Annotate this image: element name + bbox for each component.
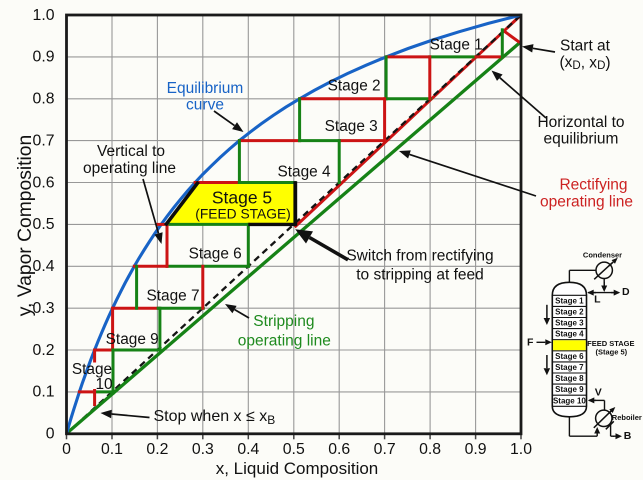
svg-text:Stage 2: Stage 2 <box>328 78 381 95</box>
svg-text:Switch from rectifying: Switch from rectifying <box>346 248 493 265</box>
svg-text:Equilibrium: Equilibrium <box>167 80 244 97</box>
svg-text:0.7: 0.7 <box>374 441 396 458</box>
svg-text:Stage: Stage <box>72 361 112 378</box>
svg-text:Stage 1: Stage 1 <box>430 37 483 54</box>
svg-text:0.2: 0.2 <box>146 441 168 458</box>
svg-text:Start at: Start at <box>560 38 611 55</box>
svg-text:0.8: 0.8 <box>33 91 55 108</box>
svg-text:Vertical to: Vertical to <box>97 143 165 160</box>
svg-text:0: 0 <box>62 441 71 458</box>
svg-text:1.0: 1.0 <box>510 441 532 458</box>
svg-text:0.5: 0.5 <box>283 441 305 458</box>
svg-text:D: D <box>622 286 630 298</box>
svg-text:Stage 4: Stage 4 <box>555 330 584 339</box>
svg-text:Stage 6: Stage 6 <box>189 246 242 263</box>
svg-text:Stop when x ≤ xB: Stop when x ≤ xB <box>154 408 276 427</box>
svg-text:Stage 4: Stage 4 <box>277 164 330 181</box>
svg-text:0.1: 0.1 <box>101 441 123 458</box>
svg-text:V: V <box>595 386 602 398</box>
svg-text:y, Vapor Composition: y, Vapor Composition <box>15 135 36 316</box>
svg-text:Reboiler: Reboiler <box>612 413 642 422</box>
svg-text:operating line: operating line <box>540 194 633 211</box>
svg-text:operating line: operating line <box>83 160 176 177</box>
svg-text:0.2: 0.2 <box>33 342 55 359</box>
svg-text:to stripping at feed: to stripping at feed <box>356 267 484 284</box>
svg-text:0.4: 0.4 <box>33 258 55 275</box>
svg-text:0.9: 0.9 <box>465 441 487 458</box>
svg-text:operating line: operating line <box>238 332 331 349</box>
svg-text:Stripping: Stripping <box>253 313 314 330</box>
svg-text:Horizontal to: Horizontal to <box>537 114 624 131</box>
svg-text:0.8: 0.8 <box>419 441 441 458</box>
svg-text:L: L <box>594 293 601 305</box>
svg-text:0.4: 0.4 <box>237 441 259 458</box>
svg-text:FEED STAGE: FEED STAGE <box>587 339 634 348</box>
svg-text:Rectifying: Rectifying <box>559 177 627 194</box>
svg-text:Stage 9: Stage 9 <box>106 331 159 348</box>
svg-text:x, Liquid Composition: x, Liquid Composition <box>216 459 379 478</box>
svg-text:0.6: 0.6 <box>328 441 350 458</box>
svg-text:0.3: 0.3 <box>192 441 214 458</box>
svg-text:0.6: 0.6 <box>33 174 55 191</box>
svg-text:Stage 10: Stage 10 <box>553 396 586 405</box>
svg-text:Stage 7: Stage 7 <box>555 363 584 372</box>
svg-text:Stage 2: Stage 2 <box>555 307 584 316</box>
svg-text:0.9: 0.9 <box>33 49 55 66</box>
svg-text:B: B <box>624 430 632 442</box>
svg-text:0.7: 0.7 <box>33 132 55 149</box>
svg-text:F: F <box>527 336 534 348</box>
svg-text:Stage 9: Stage 9 <box>555 385 584 394</box>
svg-text:0.1: 0.1 <box>33 384 55 401</box>
svg-text:Condenser: Condenser <box>583 251 622 260</box>
svg-text:equilibrium: equilibrium <box>544 131 619 148</box>
svg-text:Stage 7: Stage 7 <box>146 288 199 305</box>
svg-text:1.0: 1.0 <box>33 7 55 24</box>
svg-text:Stage 8: Stage 8 <box>555 374 584 383</box>
svg-text:0.5: 0.5 <box>33 216 55 233</box>
svg-text:10: 10 <box>95 376 112 393</box>
svg-text:Stage 6: Stage 6 <box>555 352 584 361</box>
svg-text:0.3: 0.3 <box>33 300 55 317</box>
svg-text:curve: curve <box>186 97 224 114</box>
svg-text:(FEED STAGE): (FEED STAGE) <box>195 207 291 222</box>
svg-text:Stage 5: Stage 5 <box>212 187 272 207</box>
svg-text:0: 0 <box>46 426 55 443</box>
svg-text:Stage 3: Stage 3 <box>325 118 378 135</box>
svg-text:Stage 3: Stage 3 <box>555 319 584 328</box>
svg-text:Stage 1: Stage 1 <box>555 296 584 305</box>
svg-text:(Stage 5): (Stage 5) <box>595 347 627 356</box>
